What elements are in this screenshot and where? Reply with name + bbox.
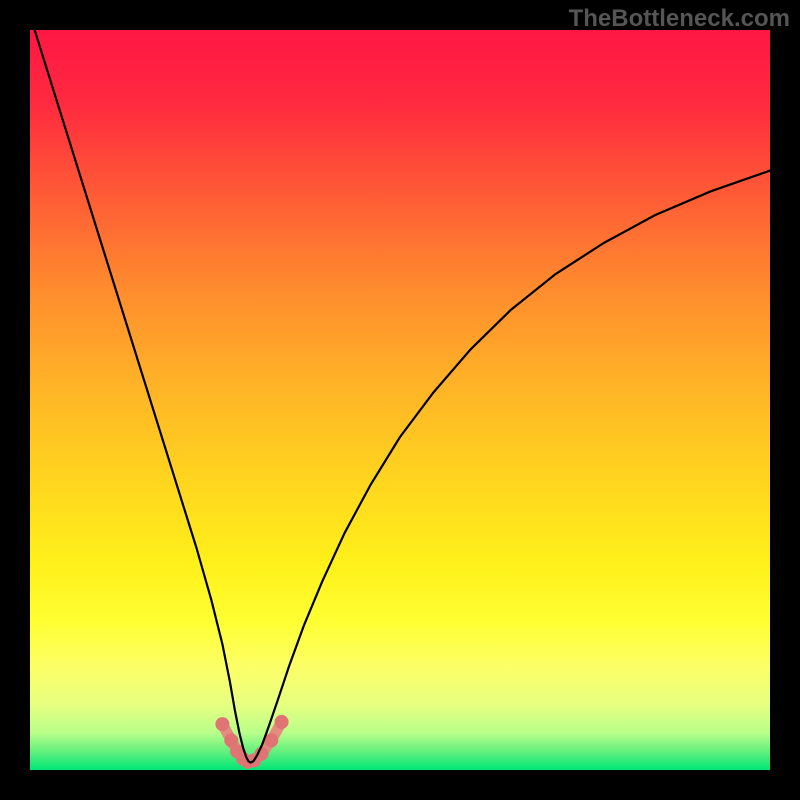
plot-area (30, 30, 770, 770)
chart-stage: TheBottleneck.com (0, 0, 800, 800)
valley-marker (215, 717, 229, 731)
watermark-text: TheBottleneck.com (569, 5, 790, 33)
curve-layer (30, 30, 770, 770)
bottleneck-curve (30, 30, 770, 763)
valley-marker (275, 715, 289, 729)
